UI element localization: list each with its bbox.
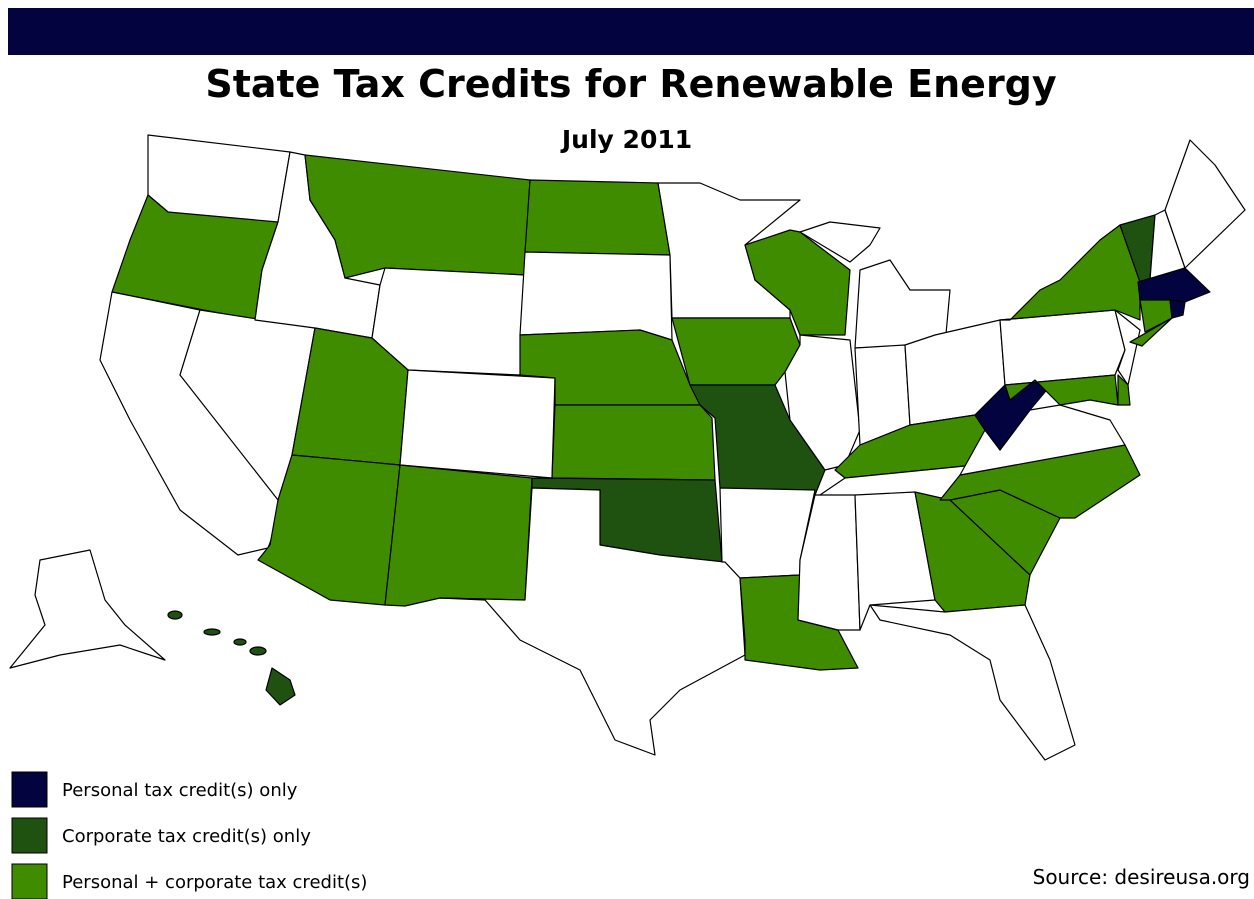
state <box>265 667 296 706</box>
legend-swatch <box>11 863 48 899</box>
state <box>439 487 746 756</box>
state <box>1004 374 1119 406</box>
state <box>9 549 166 669</box>
legend-label: Personal + corporate tax credit(s) <box>62 872 367 893</box>
state <box>784 334 861 471</box>
legend-swatch <box>11 771 48 808</box>
legend-label: Corporate tax credit(s) only <box>62 826 311 847</box>
state <box>744 229 851 336</box>
state <box>399 369 556 479</box>
state <box>799 221 881 263</box>
state <box>671 317 801 386</box>
state <box>524 179 671 256</box>
state <box>1129 317 1173 347</box>
state <box>1164 139 1246 269</box>
state <box>233 638 247 646</box>
state <box>999 309 1126 386</box>
map-title: State Tax Credits for Renewable Energy <box>205 62 1057 106</box>
top-banner <box>8 8 1254 55</box>
state <box>999 224 1141 321</box>
state <box>551 404 716 481</box>
state <box>869 604 1076 761</box>
source-note: Source: desireusa.org <box>1033 865 1250 889</box>
state <box>1117 374 1131 406</box>
legend-label: Personal tax credit(s) only <box>62 780 298 801</box>
state <box>249 646 267 656</box>
legend: Personal tax credit(s) only Corporate tax… <box>11 771 367 899</box>
state <box>519 251 673 341</box>
map-subtitle: July 2011 <box>560 125 692 154</box>
states <box>9 134 1246 761</box>
state <box>384 464 533 607</box>
state <box>203 628 221 636</box>
legend-swatch <box>11 817 48 854</box>
state <box>1169 299 1186 319</box>
state <box>167 610 183 620</box>
state <box>1137 267 1211 303</box>
state <box>854 491 936 631</box>
state <box>1114 309 1141 386</box>
